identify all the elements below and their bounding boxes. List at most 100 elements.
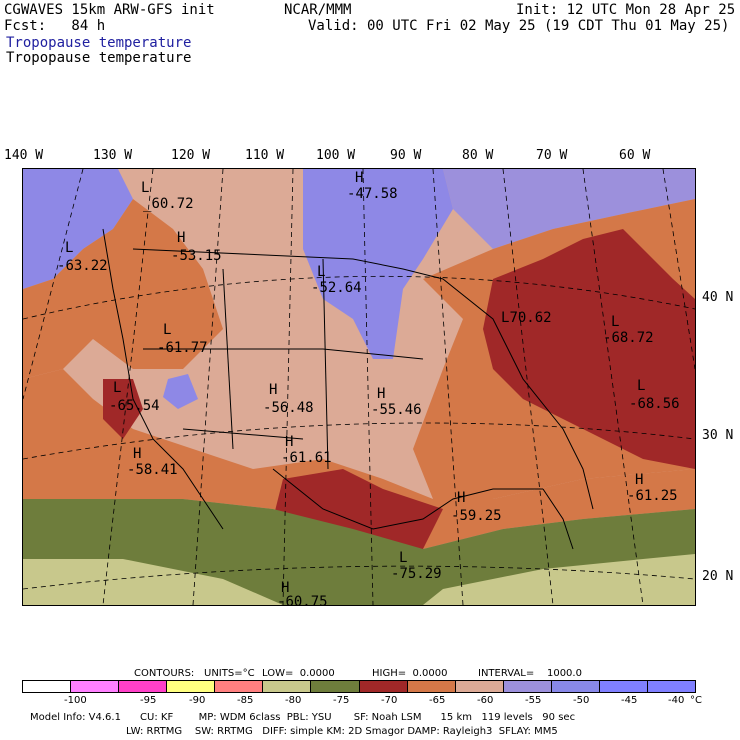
high-marker: H xyxy=(177,231,185,246)
marker-type: L xyxy=(163,322,172,338)
field-title-blue: Tropopause temperature xyxy=(6,35,192,51)
lon-label: 60 W xyxy=(619,148,651,163)
marker-type: H xyxy=(457,490,466,506)
org-label: NCAR/MMM xyxy=(284,2,352,18)
model-physics: LW: RRTMG SW: RRTMG DIFF: simple KM: 2D … xyxy=(126,726,558,737)
marker-value: -58.41 xyxy=(127,462,178,478)
cold-region xyxy=(23,169,133,289)
legend-tick: -75 xyxy=(333,695,350,706)
marker-value-text: 60.72 xyxy=(151,196,194,212)
legend-tick: -55 xyxy=(525,695,542,706)
low-marker: L xyxy=(611,315,619,330)
marker-type: L xyxy=(611,314,620,330)
high-marker: H xyxy=(355,171,363,186)
marker-value-text: 61.25 xyxy=(635,488,678,504)
lon-label: 110 W xyxy=(245,148,285,163)
marker-value-text: 55.46 xyxy=(379,402,422,418)
low-marker: L xyxy=(65,241,73,256)
legend-swatch xyxy=(359,681,408,692)
low-marker: L xyxy=(163,323,171,338)
legend-swatch xyxy=(407,681,456,692)
legend-unit: °C xyxy=(690,695,702,706)
marker-type: L xyxy=(141,180,150,196)
marker-type: L xyxy=(65,240,74,256)
marker-value-text: 58.41 xyxy=(135,462,178,478)
lon-label: 80 W xyxy=(462,148,494,163)
marker-value-text: 47.58 xyxy=(355,186,398,202)
marker-type: H xyxy=(635,472,644,488)
marker-value: -52.64 xyxy=(311,280,362,296)
legend-swatch xyxy=(119,681,168,692)
legend-tick: -95 xyxy=(140,695,157,706)
marker-value-text: 61.77 xyxy=(165,340,208,356)
legend-tick: -90 xyxy=(189,695,206,706)
marker-value: _60.72 xyxy=(143,196,194,212)
high-marker: H xyxy=(635,473,643,488)
high-marker: H xyxy=(281,581,289,596)
marker-value: -53.15 xyxy=(171,248,222,264)
marker-value: -63.22 xyxy=(57,258,108,274)
marker-value: -59.25 xyxy=(451,508,502,524)
legend-tick: -60 xyxy=(477,695,494,706)
lon-label: 130 W xyxy=(93,148,133,163)
marker-type: H xyxy=(177,230,186,246)
tropopause-temperature-map: L _60.72 H -47.58 L -63.22 H -53.15 L -5… xyxy=(22,168,696,606)
marker-type: L xyxy=(113,380,122,396)
marker-value: -75.29 xyxy=(391,566,442,582)
low-marker: L xyxy=(637,379,645,394)
marker-value-text: 65.54 xyxy=(117,398,160,414)
legend-swatch xyxy=(215,681,264,692)
marker-value: -61.61 xyxy=(281,450,332,466)
lat-label: 40 N xyxy=(702,290,734,305)
legend-tick: -50 xyxy=(573,695,590,706)
marker-type: H xyxy=(377,386,386,402)
lon-label: 70 W xyxy=(536,148,568,163)
low-marker: L xyxy=(317,265,325,280)
marker-value: -68.72 xyxy=(603,330,654,346)
legend-swatch xyxy=(648,681,696,692)
forecast-hour: Fcst: 84 h xyxy=(4,18,106,34)
hot-region xyxy=(483,229,695,469)
marker-value-text: 68.56 xyxy=(637,396,680,412)
marker-value-text: 56.48 xyxy=(271,400,314,416)
cold-region xyxy=(443,169,695,249)
high-marker: H xyxy=(377,387,385,402)
legend-swatch xyxy=(599,681,649,692)
lat-label: 20 N xyxy=(702,569,734,584)
lon-label: 100 W xyxy=(316,148,356,163)
high-marker: H xyxy=(133,447,141,462)
low-marker: L xyxy=(399,551,407,566)
lon-label: 140 W xyxy=(4,148,44,163)
marker-type: H xyxy=(355,170,364,186)
marker-type: L xyxy=(637,378,646,394)
marker-value-text: 61.61 xyxy=(289,450,332,466)
legend-swatch xyxy=(455,681,504,692)
legend-tick: -70 xyxy=(381,695,398,706)
marker-value: -61.25 xyxy=(627,488,678,504)
marker-value: -61.77 xyxy=(157,340,208,356)
warm-region xyxy=(23,199,223,379)
units-label: UNITS=°C xyxy=(204,668,255,679)
legend-swatch xyxy=(71,681,120,692)
marker-value-text: 75.29 xyxy=(399,566,442,582)
hot-region xyxy=(103,379,143,439)
lon-label: 90 W xyxy=(390,148,422,163)
lon-label: 120 W xyxy=(171,148,211,163)
low-marker: L xyxy=(141,181,149,196)
tropical-region xyxy=(23,559,283,605)
legend-tick: -65 xyxy=(429,695,446,706)
marker-value-text: 53.15 xyxy=(179,248,222,264)
coastlines xyxy=(102,228,594,550)
marker-value-text: 52.64 xyxy=(319,280,362,296)
legend-tick: -80 xyxy=(285,695,302,706)
marker-value: -47.58 xyxy=(347,186,398,202)
low-marker: L70.62 xyxy=(501,311,552,326)
marker-type: H xyxy=(285,434,294,450)
high-marker: H xyxy=(269,383,277,398)
legend-swatch xyxy=(23,681,72,692)
marker-value: -65.54 xyxy=(109,398,160,414)
legend-swatch xyxy=(551,681,600,692)
init-time: Init: 12 UTC Mon 28 Apr 25 xyxy=(516,2,736,18)
legend-tick: -100 xyxy=(64,695,87,706)
marker-type: L xyxy=(501,310,510,326)
